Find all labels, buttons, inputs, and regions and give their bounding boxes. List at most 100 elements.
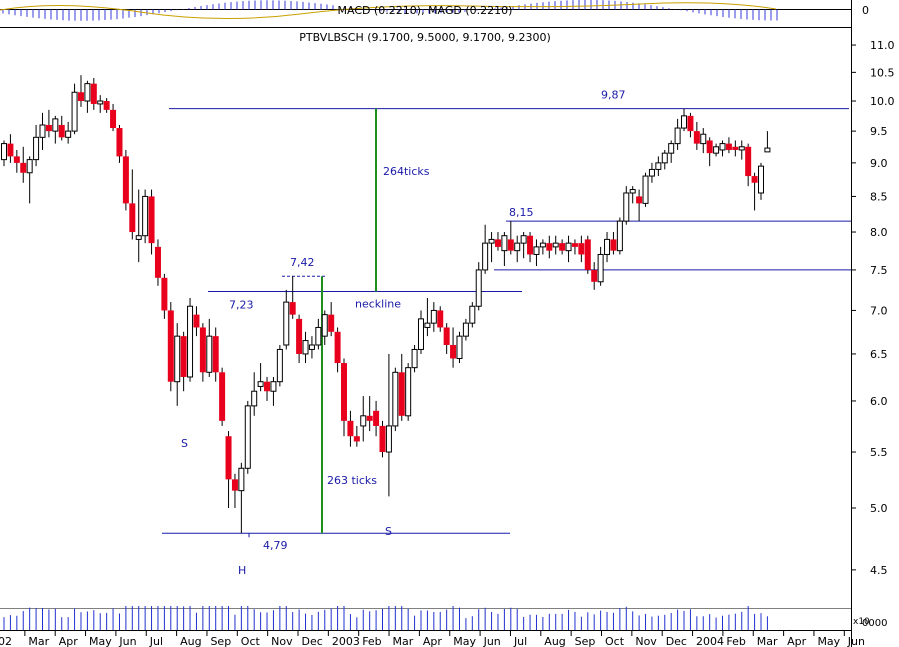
candle-body-up — [674, 127, 681, 145]
head-label: H — [238, 564, 246, 577]
candle — [424, 297, 431, 337]
candle — [417, 310, 424, 354]
candle-body-up — [488, 238, 495, 244]
candle — [373, 400, 380, 437]
x-tick-label: Mar — [28, 635, 49, 647]
candle-body-down — [219, 372, 226, 421]
candle — [199, 323, 206, 382]
candle — [257, 363, 264, 392]
candle — [494, 232, 501, 251]
candle — [745, 143, 752, 187]
candle-body-up — [661, 152, 668, 164]
x-tick-label: 2004 — [696, 635, 724, 647]
candle-body-down — [225, 436, 232, 480]
candle — [84, 80, 91, 113]
y-tick-label: 7.0 — [870, 304, 888, 317]
x-tick-label: Dec — [666, 635, 687, 647]
candle — [758, 162, 764, 200]
candle — [475, 262, 482, 311]
candle-body-up — [26, 159, 33, 174]
candle — [296, 314, 303, 364]
x-axis: 02 Mar Apr May Jun Jul Aug Sep Oct Nov Dec 2003 Feb M… — [0, 630, 865, 647]
x-tick-label: Feb — [362, 635, 381, 647]
candle — [148, 189, 155, 255]
candle — [26, 156, 33, 204]
candle — [648, 162, 655, 183]
candle — [636, 189, 643, 222]
x-tick-label: May — [817, 635, 840, 647]
candle-body-down — [379, 425, 386, 453]
candle — [597, 246, 604, 286]
y-tick-label: 6.5 — [870, 348, 888, 361]
volume-tick-label: 0000 — [862, 618, 887, 629]
candle — [206, 318, 213, 377]
candle — [411, 344, 418, 373]
indicator-zero-label: 0 — [862, 4, 869, 17]
candle — [334, 327, 341, 373]
ticks-top-label: 264ticks — [383, 165, 430, 178]
candle — [315, 318, 322, 350]
candle — [642, 172, 649, 207]
candle — [398, 353, 405, 421]
volume-bars — [3, 606, 768, 630]
candle — [308, 336, 315, 359]
candle-body-down — [610, 239, 617, 251]
candle-body-down — [334, 331, 341, 364]
candle-body-down — [347, 420, 354, 437]
candle — [655, 156, 662, 177]
candle-body-down — [13, 156, 20, 163]
candle — [328, 302, 335, 337]
x-tick-label: May — [89, 635, 112, 647]
candle-body-up — [616, 220, 623, 252]
candle-body-down — [373, 410, 380, 426]
macd-panel — [0, 0, 851, 21]
x-tick-label: Jun — [483, 635, 501, 647]
candle-body-down — [103, 101, 110, 110]
candle-body-up — [251, 390, 258, 407]
candle-body-down — [437, 310, 444, 328]
candle — [219, 367, 226, 426]
candle — [520, 232, 527, 259]
candle-body-down — [199, 327, 206, 373]
candle-body-down — [687, 115, 694, 132]
candle — [610, 232, 617, 255]
candle — [732, 140, 739, 157]
candle — [405, 363, 412, 421]
candle — [514, 235, 521, 263]
candle-body-down — [751, 176, 758, 183]
candle — [58, 115, 65, 141]
x-tick-label: Nov — [635, 635, 657, 647]
candle — [283, 289, 290, 350]
x-tick-label: 02 — [0, 635, 12, 647]
candle-body-up — [302, 340, 309, 355]
x-tick-label: Oct — [605, 635, 625, 647]
candle — [45, 109, 52, 138]
candle-body-down — [341, 363, 348, 421]
candle-body-down — [154, 246, 161, 278]
candle — [353, 425, 360, 447]
candle-body-up — [700, 133, 707, 145]
y-tick-label: 9.0 — [870, 157, 888, 170]
candle — [443, 323, 450, 354]
candle — [103, 98, 110, 113]
candle-body-up — [315, 326, 322, 346]
x-tick-label: Aug — [180, 635, 201, 647]
candle — [623, 186, 630, 225]
neckline-label: neckline — [355, 297, 401, 310]
candle — [167, 302, 174, 392]
candle-body-up — [758, 165, 764, 194]
candle-body-down — [706, 140, 713, 154]
candle-body-up — [52, 118, 59, 132]
candle-body-up — [501, 235, 508, 252]
candle — [129, 169, 136, 240]
candle — [546, 235, 553, 259]
candle-body-up — [71, 91, 78, 132]
candle — [385, 353, 392, 497]
x-tick-label: Oct — [241, 635, 261, 647]
candle — [693, 121, 700, 150]
candle-body-down — [116, 128, 123, 157]
candle-body-up — [475, 269, 482, 307]
candle — [725, 137, 732, 154]
y-tick-label: 10.0 — [870, 95, 895, 108]
candle-body-down — [527, 235, 534, 255]
